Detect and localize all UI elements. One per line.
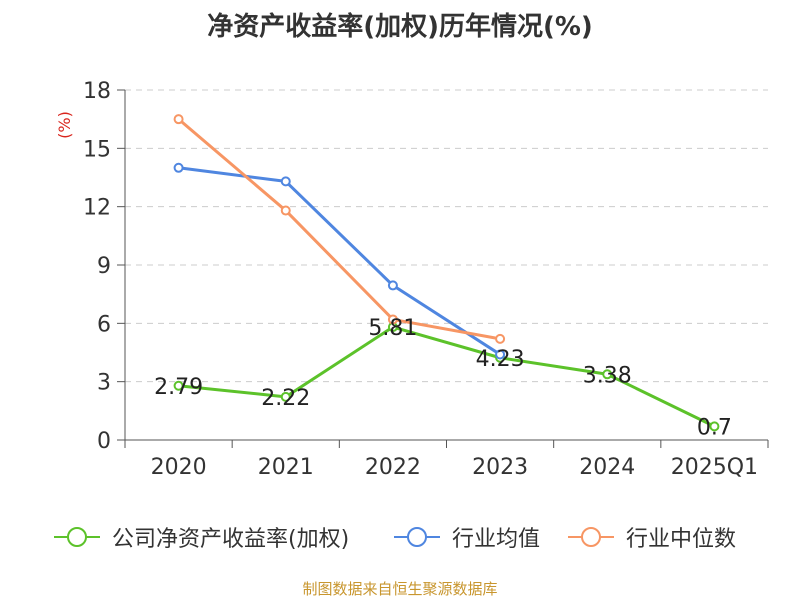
data-label: 0.7 (697, 415, 732, 440)
legend-median-label: 行业中位数 (626, 527, 737, 552)
series-line-0 (178, 325, 716, 428)
legend-median-icon (568, 527, 614, 547)
chart-title: 净资产收益率(加权)历年情况(%) (207, 12, 593, 42)
x-tick-label: 2025Q1 (671, 455, 758, 480)
data-point-0 (602, 369, 613, 380)
legend-item-company[interactable]: 公司净资产收益率(加权) (52, 520, 349, 554)
legend-avg-icon (394, 527, 440, 547)
series-line-1 (178, 166, 501, 356)
x-tick-label: 2023 (472, 455, 528, 480)
data-point-1 (280, 176, 291, 187)
data-point-2 (173, 114, 184, 125)
data-point-1 (495, 349, 506, 360)
x-tick-label: 2020 (151, 455, 207, 480)
data-point-1 (387, 280, 398, 291)
series-line-2 (177, 118, 501, 341)
data-point-0 (173, 380, 184, 391)
y-tick-label: 12 (83, 196, 111, 221)
y-tick-label: 0 (97, 429, 111, 454)
x-tick-label: 2021 (258, 455, 314, 480)
y-tick-label: 3 (97, 371, 111, 396)
y-tick-label: 18 (83, 79, 111, 104)
data-label: 5.81 (368, 316, 417, 341)
data-label: 4.23 (476, 347, 525, 372)
data-point-0 (280, 391, 291, 402)
data-point-2 (495, 333, 506, 344)
data-label: 2.79 (154, 375, 203, 400)
y-tick-label: 15 (83, 137, 111, 162)
data-point-1 (173, 162, 184, 173)
x-tick-label: 2022 (365, 455, 421, 480)
source-note: 制图数据来自恒生聚源数据库 (302, 580, 498, 598)
y-axis-unit-label: (%) (55, 111, 74, 139)
y-tick-label: 6 (97, 312, 111, 337)
data-point-0 (709, 421, 720, 432)
x-tick-label: 2024 (579, 455, 635, 480)
data-label: 2.22 (261, 386, 310, 411)
data-label: 3.38 (583, 363, 632, 388)
legend-company-icon (54, 527, 100, 547)
legend-company-label: 公司净资产收益率(加权) (112, 527, 350, 552)
legend-item-median[interactable]: 行业中位数 (566, 520, 736, 554)
legend-item-avg[interactable]: 行业均值 (392, 520, 540, 554)
data-point-2 (387, 314, 398, 325)
y-tick-label: 9 (97, 254, 111, 279)
data-point-2 (280, 205, 291, 216)
legend-avg-label: 行业均值 (452, 527, 541, 552)
